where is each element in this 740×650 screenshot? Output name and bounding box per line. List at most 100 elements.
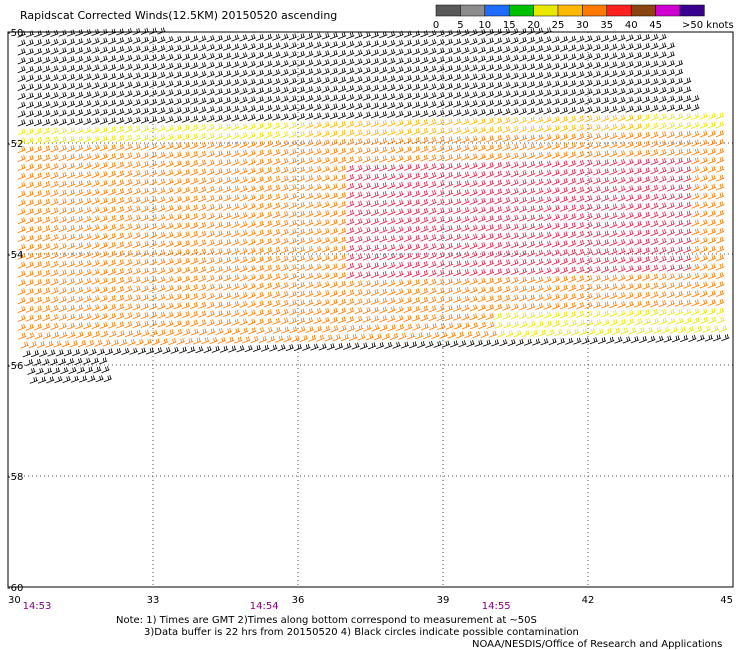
wind-barb [313, 325, 323, 333]
wind-barb [510, 170, 519, 178]
wind-barb [600, 123, 610, 131]
wind-barb [17, 101, 26, 109]
wind-barb [99, 161, 108, 169]
wind-barb [518, 196, 528, 204]
wind-barb [255, 291, 265, 299]
wind-barb [305, 130, 314, 138]
wind-barb [543, 249, 552, 257]
wind-barb [617, 247, 626, 255]
wind-barb [641, 211, 651, 219]
wind-barb [324, 334, 333, 342]
wind-barb [641, 167, 651, 175]
wind-barb [461, 313, 470, 321]
wind-barb [494, 303, 503, 311]
wind-barb [551, 213, 560, 221]
wind-barb [99, 153, 108, 161]
wind-barb [658, 166, 667, 174]
x-tick-label: 36 [292, 595, 305, 606]
wind-barb [296, 166, 306, 174]
wind-barb [354, 76, 363, 84]
wind-barb [671, 335, 681, 343]
wind-barb [132, 90, 141, 98]
wind-barb [198, 141, 207, 149]
wind-barb [502, 134, 511, 142]
wind-barb [354, 191, 363, 199]
wind-barb [592, 88, 601, 96]
wind-barb [436, 287, 445, 295]
wind-barb [444, 180, 454, 188]
wind-barb [132, 187, 141, 195]
wind-barb [387, 297, 396, 305]
wind-barb [576, 319, 586, 327]
wind-barb [551, 284, 560, 292]
wind-barb [222, 79, 232, 87]
wind-barb [132, 250, 141, 258]
wind-barb [633, 194, 643, 202]
wind-barb [625, 141, 634, 149]
wind-barb [148, 249, 158, 257]
wind-barb [502, 214, 511, 222]
wind-barb [609, 43, 618, 51]
wind-barb [337, 41, 347, 49]
wind-barb [255, 318, 265, 326]
wind-barb [477, 304, 486, 312]
wind-barb [641, 185, 651, 193]
wind-barb [173, 62, 182, 70]
wind-barb [181, 124, 191, 132]
wind-barb [453, 295, 462, 303]
wind-barb [436, 163, 445, 171]
wind-barb [420, 270, 429, 278]
wind-barb [477, 46, 486, 54]
wind-barb [691, 157, 700, 165]
wind-barb [132, 267, 141, 275]
wind-barb [116, 214, 125, 222]
wind-barb [387, 244, 396, 252]
wind-barb [699, 174, 708, 182]
wind-barb [510, 37, 519, 45]
wind-barb [66, 127, 76, 135]
wind-barb [379, 128, 388, 136]
wind-barb [17, 288, 26, 296]
wind-barb [650, 255, 659, 263]
wind-barb [140, 45, 150, 53]
wind-barb [641, 193, 651, 201]
wind-barb [379, 102, 388, 110]
wind-barb [609, 34, 618, 42]
wind-barb [25, 48, 35, 56]
wind-barb [321, 307, 330, 315]
axis-ticks: 30 33 36 39 42 45-50-52-54-56-58-60 [7, 28, 733, 606]
wind-barb [116, 179, 125, 187]
wind-barb [609, 185, 618, 193]
wind-barb [650, 211, 659, 219]
wind-barb [140, 258, 150, 266]
wind-barb [428, 323, 438, 331]
wind-barb [379, 173, 388, 181]
wind-barb [280, 308, 289, 316]
wind-barb [592, 283, 601, 291]
wind-barb [535, 187, 544, 195]
wind-barb [225, 336, 235, 344]
wind-barb [417, 341, 426, 349]
wind-barb [526, 81, 536, 89]
wind-barb [58, 100, 67, 108]
wind-barb [107, 152, 117, 160]
wind-barb [551, 178, 560, 186]
wind-barb [395, 172, 404, 180]
wind-barb [527, 320, 536, 328]
wind-barb [173, 284, 182, 292]
wind-barb [33, 234, 43, 242]
wind-barb [124, 214, 133, 222]
wind-barb [362, 289, 371, 297]
wind-barb [296, 121, 306, 129]
wind-barb [494, 286, 503, 294]
wind-barb [58, 313, 67, 321]
wind-barb [17, 66, 26, 74]
wind-barb [149, 329, 158, 337]
wind-barb [190, 310, 199, 318]
wind-barb [609, 274, 618, 282]
wind-barb [148, 258, 158, 266]
wind-barb [625, 61, 634, 69]
wind-barb [296, 113, 306, 121]
wind-barb [83, 233, 92, 241]
wind-barb [321, 139, 330, 147]
